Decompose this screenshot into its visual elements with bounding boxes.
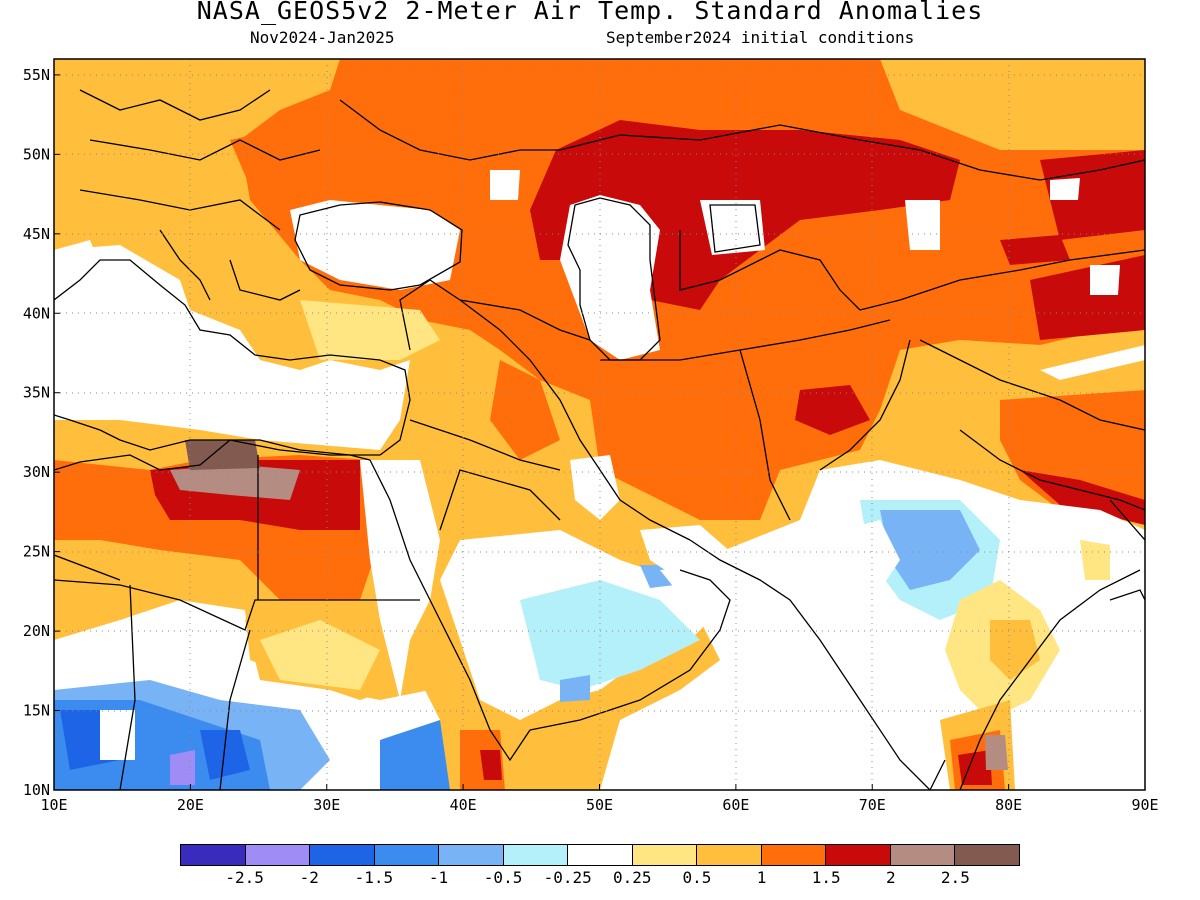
x-tick-label: 40E [450,796,477,814]
y-tick-label: 25N [23,543,50,561]
colorbar-swatch [568,845,633,865]
x-tick-label: 10E [40,796,67,814]
y-tick-label: 10N [23,781,50,799]
colorbar-swatch [245,845,311,865]
x-tick-label: 90E [1131,796,1158,814]
colorbar-swatch [826,845,891,865]
y-tick-label: 40N [23,304,50,322]
x-tick-label: 50E [586,796,613,814]
x-tick-label: 20E [177,796,204,814]
y-tick-label: 15N [23,702,50,720]
colorbar-swatch [890,845,956,865]
colorbar-swatch [955,845,1019,865]
colorbar-swatch [181,845,246,865]
x-tick-label: 70E [859,796,886,814]
colorbar-label: 1 [756,868,767,887]
colorbar-label: 0.25 [613,868,652,887]
colorbar-label: 0.5 [682,868,712,887]
y-axis-ticks: 55N 50N 45N 40N 35N 30N 25N 20N 15N 10N [23,66,60,799]
y-tick-label: 35N [23,384,50,402]
x-tick-label: 80E [995,796,1022,814]
anomaly-map: 10E 20E 30E 40E 50E 60E 70E 80E 90E 55N 50N 45N 40N… [23,58,1159,814]
colorbar-label: 2 [885,868,896,887]
y-tick-label: 20N [23,622,50,640]
colorbar-swatch [310,845,375,865]
colorbar-label: -0.25 [543,868,592,887]
colorbar-swatch [761,845,827,865]
y-tick-label: 45N [23,225,50,243]
colorbar-label: -1.5 [354,868,394,887]
colorbar-swatch [439,845,504,865]
colorbar-label: -2.5 [225,868,264,887]
colorbar-label: -0.5 [483,868,523,887]
colorbar-label: -1 [428,868,449,887]
colorbar-label: 1.5 [811,868,841,887]
map-title: NASA_GEOS5v2 2-Meter Air Temp. Standard … [196,0,984,25]
anomaly-shading [54,59,1145,790]
y-tick-label: 50N [23,145,50,163]
y-tick-label: 55N [23,66,50,84]
season-label: Nov2024-Jan2025 [250,28,395,47]
y-tick-label: 30N [23,463,50,481]
colorbar-swatch [374,845,440,865]
x-tick-label: 30E [313,796,340,814]
coastlines-borders [54,89,1145,790]
colorbar-swatch [697,845,762,865]
x-axis-ticks: 10E 20E 30E 40E 50E 60E 70E 80E 90E [40,784,1159,814]
colorbar [180,844,1020,866]
init-conditions-label: September2024 initial conditions [606,28,915,47]
colorbar-label: -2 [299,868,319,887]
colorbar-swatch [632,845,698,865]
x-tick-label: 60E [722,796,749,814]
colorbar-swatch [503,845,569,865]
colorbar-label: 2.5 [940,868,970,887]
